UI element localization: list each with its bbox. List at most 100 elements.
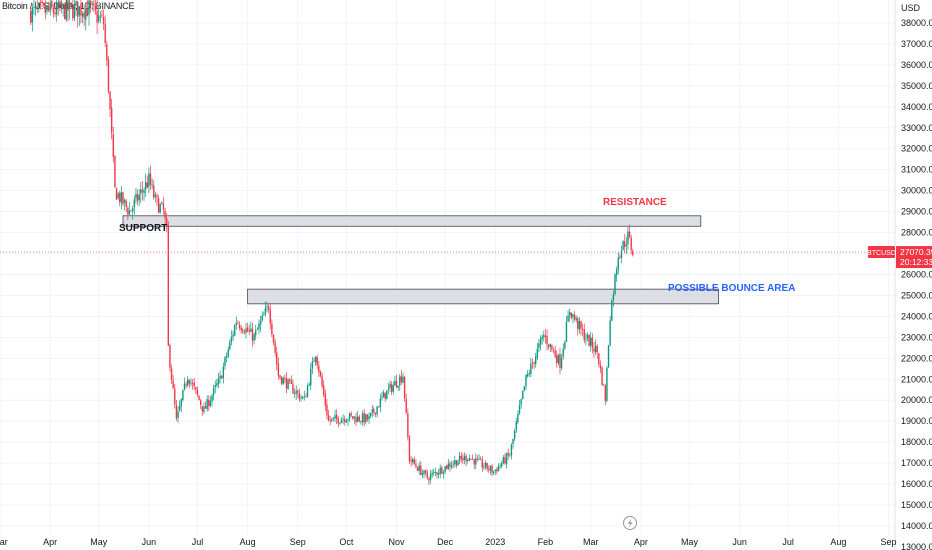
candle[interactable]: [284, 374, 286, 384]
candle[interactable]: [560, 353, 563, 371]
candle[interactable]: [475, 453, 477, 470]
candle[interactable]: [373, 406, 375, 416]
candle[interactable]: [572, 313, 574, 324]
candle[interactable]: [248, 324, 250, 336]
candle[interactable]: [619, 254, 621, 260]
candle[interactable]: [191, 378, 194, 390]
candle[interactable]: [522, 390, 524, 400]
candle[interactable]: [476, 455, 479, 462]
candle[interactable]: [206, 395, 208, 412]
candle[interactable]: [259, 316, 262, 333]
candle[interactable]: [484, 460, 487, 470]
candle[interactable]: [251, 322, 254, 348]
candle[interactable]: [172, 374, 174, 389]
candle[interactable]: [418, 462, 420, 475]
candle[interactable]: [311, 356, 314, 375]
candle[interactable]: [199, 399, 202, 409]
candle[interactable]: [426, 469, 428, 480]
candle[interactable]: [132, 205, 134, 220]
candle[interactable]: [60, 0, 63, 14]
candle[interactable]: [38, 1, 40, 13]
candle[interactable]: [447, 458, 450, 470]
candle[interactable]: [237, 320, 239, 325]
candle[interactable]: [327, 409, 330, 422]
candle[interactable]: [119, 190, 121, 207]
candle[interactable]: [322, 380, 325, 398]
candle[interactable]: [376, 405, 378, 418]
candle[interactable]: [622, 240, 624, 251]
candle[interactable]: [428, 476, 430, 486]
candle[interactable]: [394, 375, 396, 386]
candle[interactable]: [436, 471, 438, 479]
candle[interactable]: [143, 187, 145, 201]
candle[interactable]: [416, 466, 419, 472]
candle[interactable]: [274, 339, 276, 357]
candle[interactable]: [460, 452, 462, 463]
candle[interactable]: [601, 366, 603, 386]
candle[interactable]: [410, 456, 412, 467]
candle[interactable]: [479, 456, 482, 461]
candle[interactable]: [363, 408, 365, 427]
candle[interactable]: [188, 379, 191, 388]
candle[interactable]: [624, 233, 626, 254]
candle[interactable]: [57, 0, 59, 16]
candle[interactable]: [98, 4, 100, 24]
candle[interactable]: [313, 357, 315, 362]
candle[interactable]: [67, 0, 69, 22]
candle[interactable]: [507, 448, 509, 460]
candle[interactable]: [208, 395, 210, 411]
candle[interactable]: [91, 0, 93, 10]
candle[interactable]: [128, 202, 131, 216]
candle[interactable]: [403, 376, 406, 402]
candle[interactable]: [492, 470, 495, 475]
candle[interactable]: [271, 319, 273, 338]
candle[interactable]: [212, 384, 215, 401]
candle[interactable]: [62, 2, 64, 17]
candle[interactable]: [233, 324, 236, 337]
candle[interactable]: [140, 181, 142, 203]
candle[interactable]: [520, 398, 522, 409]
candle[interactable]: [596, 344, 598, 359]
candle[interactable]: [424, 469, 427, 476]
candle[interactable]: [386, 390, 388, 400]
candle[interactable]: [337, 416, 339, 428]
candle[interactable]: [379, 393, 382, 413]
candle[interactable]: [481, 456, 483, 472]
candle[interactable]: [389, 380, 391, 392]
candle[interactable]: [211, 393, 213, 407]
candle[interactable]: [593, 342, 595, 359]
candle[interactable]: [266, 302, 268, 312]
candle[interactable]: [505, 452, 508, 469]
candle[interactable]: [332, 417, 335, 422]
candle[interactable]: [465, 453, 467, 467]
candle[interactable]: [272, 334, 275, 346]
candle[interactable]: [112, 126, 114, 163]
candle[interactable]: [345, 418, 348, 423]
candle[interactable]: [261, 311, 263, 323]
candle[interactable]: [468, 454, 471, 462]
candle[interactable]: [64, 2, 66, 20]
candle[interactable]: [190, 377, 192, 387]
candle[interactable]: [170, 364, 173, 385]
candle[interactable]: [334, 409, 336, 423]
candle[interactable]: [114, 155, 116, 189]
candle[interactable]: [387, 382, 390, 395]
candle[interactable]: [196, 386, 199, 398]
candle[interactable]: [169, 343, 171, 372]
candle[interactable]: [551, 344, 553, 352]
candle[interactable]: [106, 41, 108, 66]
candle[interactable]: [55, 0, 58, 22]
candle[interactable]: [486, 462, 488, 472]
candle[interactable]: [182, 389, 184, 402]
candle[interactable]: [457, 459, 459, 466]
candle[interactable]: [33, 0, 35, 15]
candle[interactable]: [583, 323, 585, 344]
candle[interactable]: [149, 165, 152, 190]
candle[interactable]: [174, 383, 176, 409]
candle[interactable]: [483, 463, 485, 470]
candle[interactable]: [554, 345, 556, 359]
candle[interactable]: [229, 339, 231, 351]
candle[interactable]: [491, 463, 493, 477]
candle[interactable]: [441, 465, 443, 475]
candle[interactable]: [308, 381, 310, 387]
